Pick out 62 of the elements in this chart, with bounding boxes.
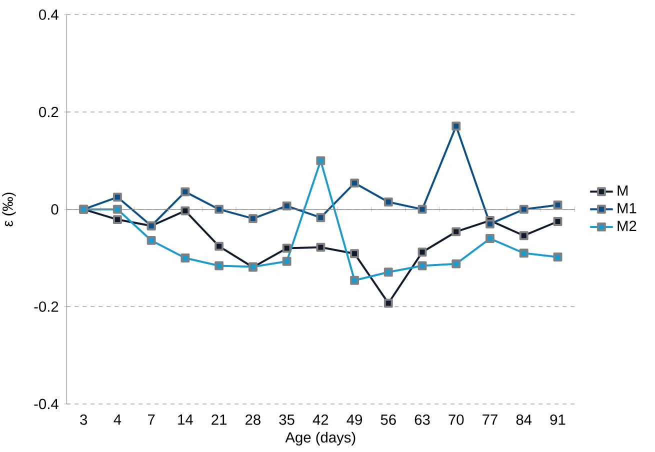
point — [452, 227, 461, 236]
point — [180, 206, 190, 216]
y-axis-title: ε (‰) — [2, 192, 16, 226]
point — [553, 217, 562, 226]
point — [316, 242, 326, 252]
point — [180, 254, 190, 262]
point — [553, 252, 562, 262]
x-tick-label: 70 — [448, 414, 464, 425]
point — [452, 122, 461, 131]
x-tick-label: 7 — [148, 414, 155, 425]
legend-label: M — [618, 185, 628, 196]
x-tick-label: 84 — [516, 414, 532, 425]
x-tick-label: 77 — [482, 414, 498, 425]
point — [519, 204, 528, 214]
x-tick-label: 35 — [279, 414, 294, 425]
y-tick-label: 0.4 — [39, 9, 58, 20]
point — [113, 215, 122, 224]
point — [418, 248, 427, 257]
point — [214, 242, 224, 251]
point — [214, 261, 224, 270]
x-tick-label: 4 — [114, 414, 122, 425]
point — [146, 236, 156, 245]
y-tick-label: 0.2 — [39, 106, 58, 118]
point — [418, 261, 427, 270]
point — [418, 204, 427, 214]
point — [350, 249, 360, 258]
x-tick-label: 63 — [414, 414, 430, 425]
point — [316, 213, 326, 222]
point — [384, 298, 393, 308]
point — [384, 268, 393, 277]
legend-label: M1 — [618, 203, 636, 214]
legend-label: M2 — [618, 220, 636, 231]
point — [214, 204, 224, 214]
x-tick-label: 14 — [178, 414, 193, 425]
x-tick-label: 21 — [212, 414, 227, 425]
point — [350, 178, 360, 188]
point — [180, 187, 190, 196]
x-tick-label: 49 — [346, 414, 362, 425]
point — [282, 256, 292, 266]
point — [282, 244, 292, 253]
y-tick-label: 0 — [51, 204, 58, 215]
x-axis-title: Age (days) — [285, 432, 356, 446]
point — [519, 248, 528, 258]
x-tick-label: 28 — [246, 414, 260, 425]
point — [553, 200, 562, 210]
x-tick-label: 91 — [550, 414, 566, 425]
point — [282, 201, 292, 210]
point — [486, 234, 494, 243]
point — [248, 214, 258, 224]
point — [452, 259, 461, 268]
point — [384, 198, 393, 206]
point — [316, 156, 326, 166]
y-tick-label: -0.4 — [34, 398, 58, 410]
point — [519, 231, 528, 240]
y-tick-label: -0.2 — [34, 301, 58, 312]
x-tick-label: 56 — [380, 414, 396, 425]
point — [113, 204, 122, 214]
point — [350, 276, 360, 285]
x-tick-label: 3 — [80, 414, 88, 425]
x-tick-label: 42 — [312, 414, 328, 425]
point — [486, 219, 494, 228]
point — [113, 192, 122, 202]
